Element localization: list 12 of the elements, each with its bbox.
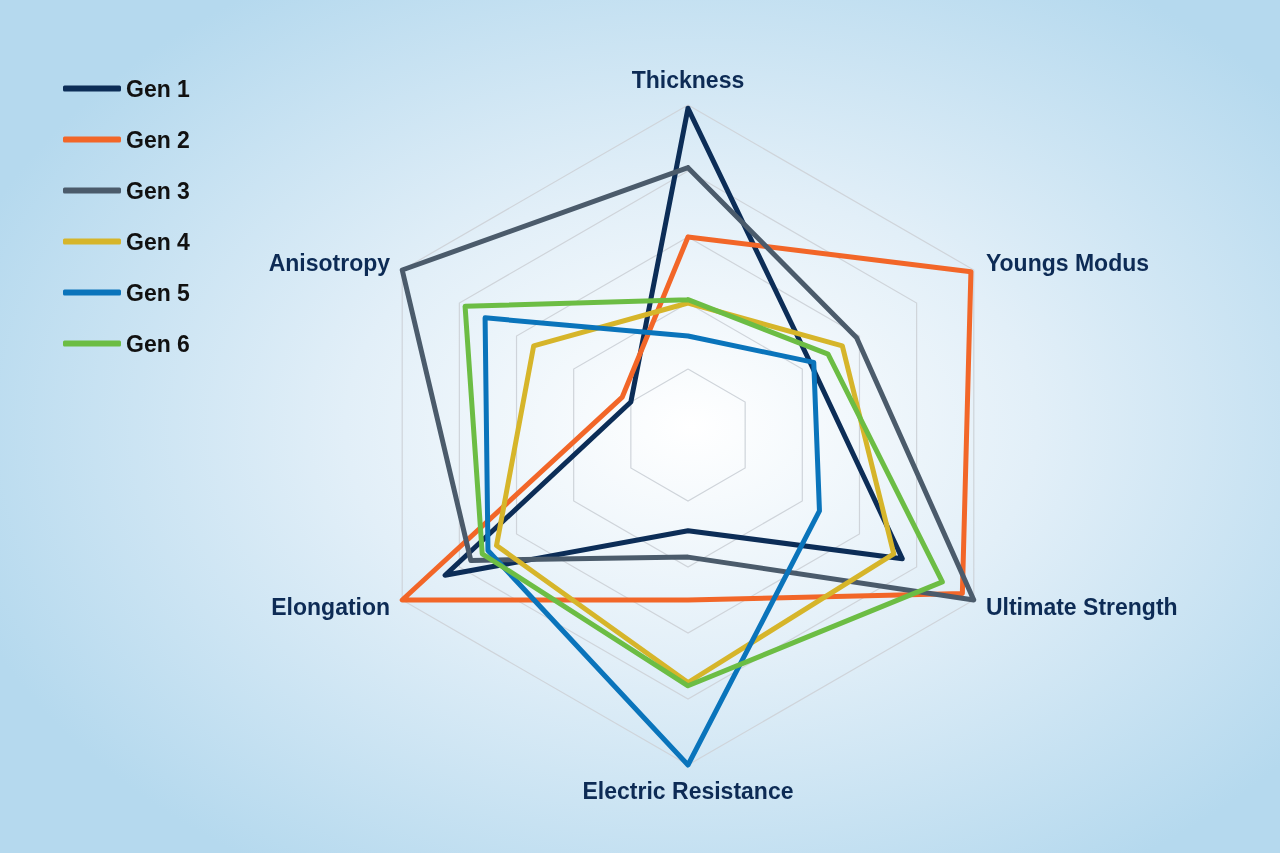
spoke-label: Elongation [271, 594, 391, 620]
legend-label: Gen 1 [126, 75, 191, 102]
legend-label: Gen 6 [126, 330, 190, 357]
legend-label: Gen 2 [126, 126, 190, 153]
spoke-label: Electric Resistance [582, 777, 794, 804]
legend-label: Gen 5 [126, 279, 191, 306]
spoke-label: Anisotropy [268, 250, 391, 276]
legend-label: Gen 3 [126, 177, 190, 204]
spoke-label: Thickness [631, 66, 745, 93]
legend-label: Gen 4 [126, 228, 191, 255]
spoke-label: Youngs Modus [985, 250, 1150, 276]
spoke-label: Ultimate Strength [985, 594, 1178, 620]
